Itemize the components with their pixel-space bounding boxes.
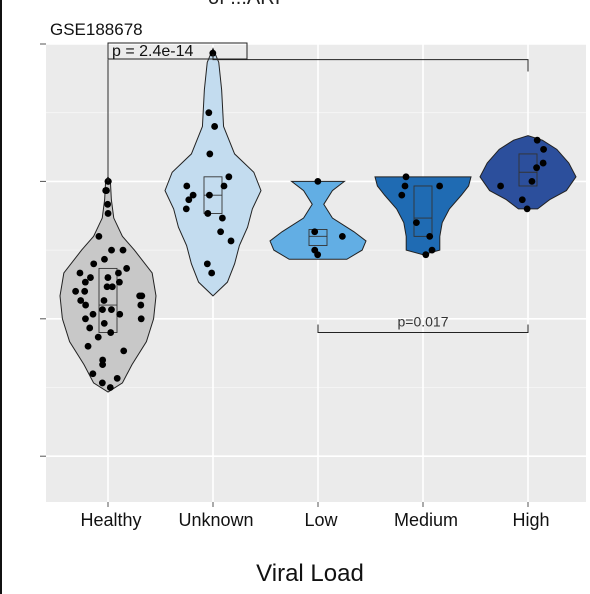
data-point	[426, 232, 434, 240]
data-point	[81, 278, 89, 286]
data-point	[89, 370, 97, 378]
data-point	[138, 292, 146, 300]
bracket-low-high	[317, 324, 529, 334]
data-point	[137, 301, 145, 309]
data-point	[119, 246, 127, 254]
data-point	[401, 182, 409, 190]
data-point	[82, 301, 90, 309]
data-point	[77, 297, 85, 304]
data-point	[206, 191, 213, 199]
data-point	[113, 374, 121, 382]
data-point	[436, 182, 444, 190]
data-point	[208, 269, 216, 277]
x-axis: Healthy Unknown Low Medium High	[80, 502, 550, 530]
data-point	[82, 315, 89, 323]
data-point	[225, 173, 233, 181]
x-tick-label: Medium	[394, 510, 458, 530]
left-window-edge	[0, 0, 2, 594]
data-point	[497, 182, 504, 190]
data-point	[123, 265, 131, 272]
data-point	[86, 324, 94, 332]
p-value-box	[107, 42, 248, 60]
data-point	[90, 260, 98, 268]
data-point	[311, 228, 319, 236]
data-point	[100, 319, 108, 327]
data-point	[81, 287, 89, 295]
data-point	[115, 269, 122, 277]
data-point	[518, 196, 526, 204]
p-value-label: p = 2.4e-14	[112, 43, 194, 60]
data-point	[428, 246, 436, 254]
data-point	[106, 384, 114, 391]
data-point	[76, 269, 84, 277]
x-tick-label: High	[512, 510, 549, 530]
data-point	[205, 109, 213, 117]
bracket-main	[212, 54, 529, 72]
data-point	[209, 49, 217, 57]
box-medium	[413, 185, 433, 237]
x-axis-title: Viral Load	[256, 560, 364, 587]
data-point	[412, 219, 420, 227]
data-point	[104, 274, 112, 281]
dataset-label: GSE188678	[50, 20, 143, 39]
data-point	[99, 361, 107, 368]
x-tick-label: Low	[304, 510, 338, 530]
data-point	[189, 191, 197, 199]
data-point	[101, 255, 108, 263]
data-point	[540, 145, 547, 153]
data-point	[528, 178, 536, 185]
clipped-title: of ...ARI	[208, 0, 280, 10]
data-point	[104, 200, 112, 208]
x-tick-label: Unknown	[178, 510, 253, 530]
p-value-label: p=0.017	[398, 314, 449, 330]
data-point	[104, 210, 112, 217]
data-point	[103, 187, 110, 194]
data-point	[533, 136, 541, 144]
data-point	[204, 210, 212, 217]
data-point	[314, 251, 322, 259]
data-point	[422, 251, 430, 259]
data-point	[89, 310, 97, 318]
data-point	[84, 342, 92, 350]
data-point	[95, 232, 103, 240]
data-point	[523, 205, 531, 213]
data-point	[183, 182, 191, 190]
data-point	[103, 283, 111, 291]
data-point	[218, 214, 226, 222]
data-point	[398, 191, 406, 199]
data-point	[115, 278, 123, 286]
data-point	[217, 228, 225, 236]
data-point	[539, 159, 547, 167]
data-point	[120, 347, 128, 355]
violin-unknown	[164, 47, 262, 297]
annotation-layer: p = 2.4e-14 p=0.017	[107, 42, 529, 334]
data-point	[116, 310, 124, 318]
data-point	[137, 315, 145, 323]
data-point	[211, 123, 219, 130]
box-low	[308, 229, 328, 246]
data-point	[99, 306, 106, 314]
data-point	[185, 196, 193, 204]
data-point	[94, 333, 102, 341]
data-point	[107, 329, 115, 336]
data-point	[314, 178, 322, 185]
data-point	[338, 232, 346, 240]
data-point	[402, 173, 410, 181]
data-point	[87, 274, 94, 281]
data-point	[108, 306, 115, 314]
data-point	[220, 182, 228, 190]
data-point	[108, 283, 116, 291]
data-point	[72, 287, 80, 295]
data-point	[206, 150, 214, 158]
data-point	[203, 260, 211, 268]
data-point	[533, 164, 540, 172]
data-point	[100, 297, 108, 304]
data-point	[98, 379, 106, 387]
data-point	[227, 237, 235, 245]
data-point	[108, 246, 115, 254]
x-tick-label: Healthy	[80, 510, 141, 530]
data-point	[182, 205, 190, 213]
